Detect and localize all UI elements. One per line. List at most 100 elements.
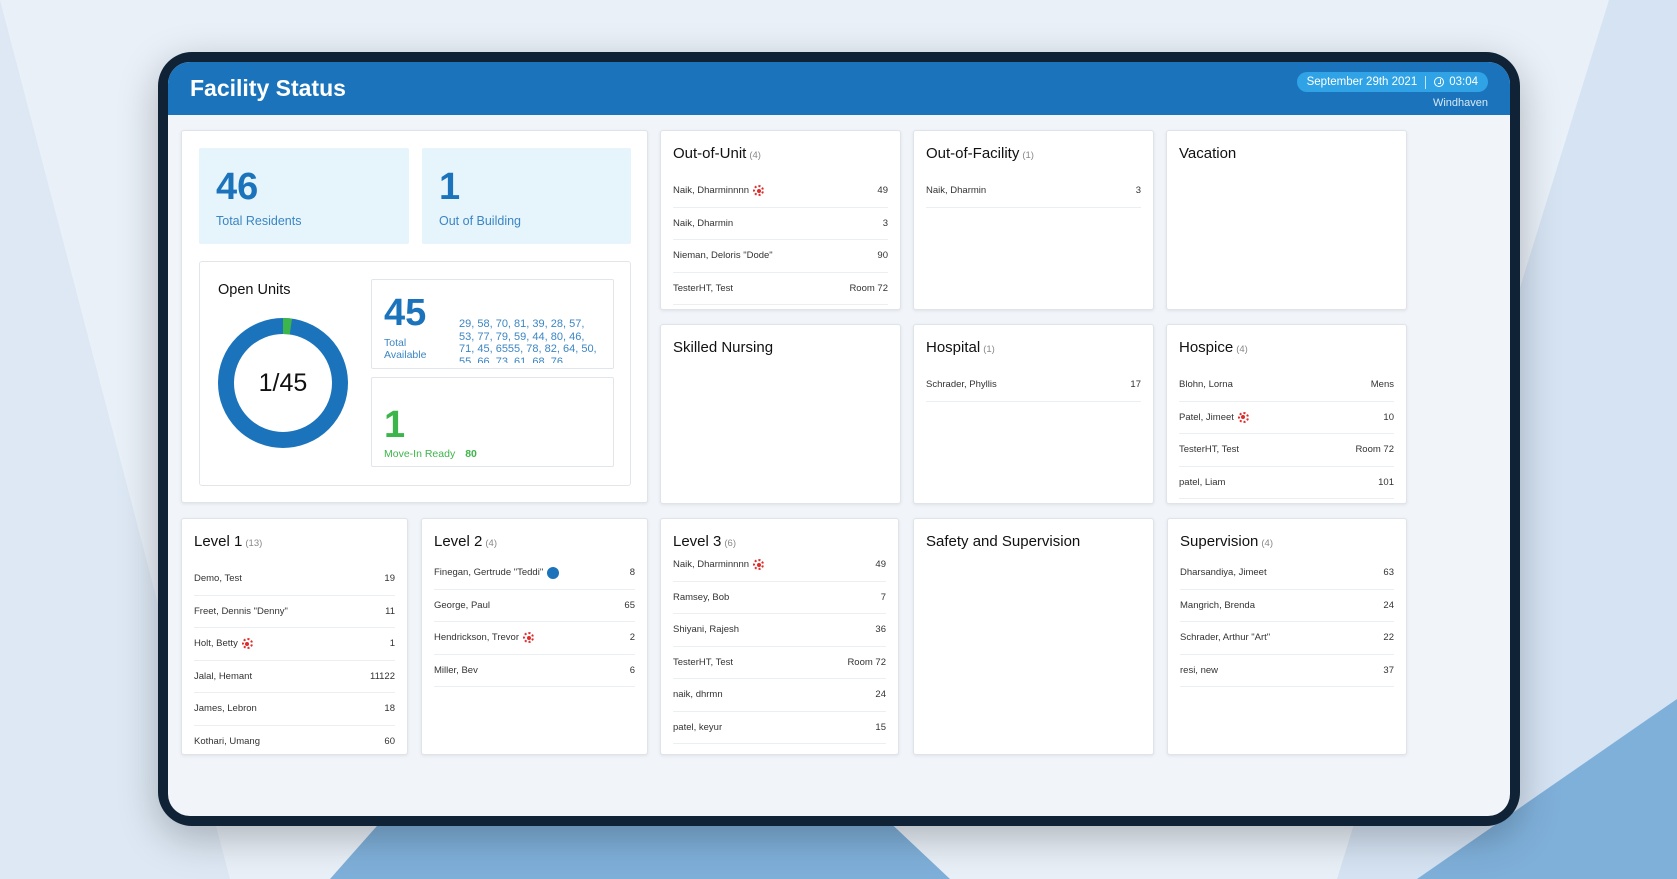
resident-name: Holt, Betty <box>194 638 253 650</box>
resident-row[interactable]: TesterHT, Test Room 72 <box>673 273 888 305</box>
resident-row[interactable]: Naik, Dharmin 3 <box>926 175 1141 208</box>
card-title-text: Out-of-Facility <box>926 145 1020 162</box>
resident-row[interactable]: Schrader, Phyllis 17 <box>926 369 1141 402</box>
total-available-box[interactable]: 45 Total Available 29, 58, 70, 81, 39, 2… <box>371 279 614 369</box>
card-title: Hospice (4) <box>1179 339 1248 356</box>
resident-unit: 24 <box>1383 599 1394 611</box>
resident-name-text: Freet, Dennis "Denny" <box>194 605 288 617</box>
card-count: (1) <box>1022 150 1034 161</box>
resident-row[interactable]: George, Paul 65 <box>434 590 635 622</box>
resident-row[interactable]: Miller, Bev 6 <box>434 655 635 687</box>
resident-row[interactable]: naik, dhrmn 24 <box>673 679 886 712</box>
resident-name-text: Dharsandiya, Jimeet <box>1180 567 1267 579</box>
resident-row[interactable]: Demo, Test 19 <box>194 563 395 596</box>
resident-row[interactable]: Freet, Dennis "Denny" 11 <box>194 596 395 628</box>
resident-name: Naik, Dharminnnn <box>673 185 765 197</box>
resident-list: Dharsandiya, Jimeet 63 Mangrich, Brenda 24 S… <box>1180 557 1394 687</box>
move-in-ready-value: 1 <box>384 404 406 446</box>
resident-unit: 24 <box>875 689 886 701</box>
move-in-ready-text: Move-In Ready <box>384 448 456 460</box>
resident-row[interactable]: Patel, Jimeet 10 <box>1179 402 1394 434</box>
resident-name: Naik, Dharmin <box>673 218 733 229</box>
resident-unit: 101 <box>1378 476 1394 488</box>
card-title: Safety and Supervision <box>926 533 1080 550</box>
out-of-building-box[interactable]: 1 Out of Building <box>422 148 631 244</box>
resident-row[interactable]: Finegan, Gertrude "Teddi" 8 <box>434 557 635 590</box>
resident-unit: Room 72 <box>1355 444 1394 456</box>
card-title: Level 1 (13) <box>194 533 262 550</box>
resident-row[interactable]: Shiyani, Rajesh 36 <box>673 614 886 647</box>
resident-unit: 22 <box>1383 632 1394 644</box>
resident-name-text: Shiyani, Rajesh <box>673 624 740 636</box>
resident-row[interactable]: Holt, Betty 1 <box>194 628 395 661</box>
resident-row[interactable]: Jalal, Hemant 11122 <box>194 661 395 693</box>
resident-row[interactable]: TesterHT, Test Room 72 <box>673 647 886 679</box>
resident-name-text: Kothari, Umang <box>194 735 261 747</box>
open-units-panel: Open Units 1/45 45 Total Available 29, 5… <box>199 261 631 486</box>
resident-unit: 10 <box>1383 411 1394 423</box>
resident-list: Naik, Dharminnnn 49 Ramsey, Bob 7 Shiyani, R… <box>673 549 886 744</box>
resident-list: Naik, Dharminnnn 49 Naik, Dharmin 3 Nieman, … <box>673 175 888 305</box>
resident-name: TesterHT, Test <box>673 657 733 668</box>
total-residents-value: 46 <box>216 166 259 208</box>
virus-icon <box>523 632 535 644</box>
resident-unit: 11122 <box>369 670 395 682</box>
resident-name-text: Nieman, Deloris "Dode" <box>673 250 773 262</box>
card-hospice: Hospice (4) Blohn, Lorna Mens Patel, Jimeet 1… <box>1166 324 1407 504</box>
resident-unit: 1 <box>389 638 395 650</box>
resident-name: Demo, Test <box>194 573 242 584</box>
virus-icon <box>1237 411 1249 423</box>
resident-row[interactable]: Kothari, Umang 60 <box>194 726 395 755</box>
resident-unit: Room 72 <box>847 656 886 668</box>
resident-name-text: patel, Liam <box>1179 476 1226 488</box>
resident-name-text: Naik, Dharminnnn <box>673 559 750 571</box>
resident-unit: 63 <box>1383 567 1394 579</box>
resident-row[interactable]: Naik, Dharminnnn 49 <box>673 175 888 208</box>
total-available-value: 45 <box>384 292 427 334</box>
resident-row[interactable]: Nieman, Deloris "Dode" 90 <box>673 240 888 273</box>
resident-name-text: TesterHT, Test <box>673 282 734 294</box>
resident-list: Naik, Dharmin 3 <box>926 175 1141 208</box>
resident-row[interactable]: Mangrich, Brenda 24 <box>1180 590 1394 622</box>
resident-name: Miller, Bev <box>434 665 478 676</box>
clock-icon <box>1434 77 1445 87</box>
resident-name: Mangrich, Brenda <box>1180 600 1255 611</box>
resident-name: Finegan, Gertrude "Teddi" <box>434 566 560 579</box>
card-title: Skilled Nursing <box>673 339 773 356</box>
total-residents-box[interactable]: 46 Total Residents <box>199 148 409 244</box>
card-title-text: Skilled Nursing <box>673 339 774 356</box>
resident-unit: 2 <box>629 632 635 644</box>
resident-name: Schrader, Arthur "Art" <box>1180 632 1270 643</box>
resident-row[interactable]: patel, keyur 15 <box>673 712 886 744</box>
resident-row[interactable]: Naik, Dharmin 3 <box>673 208 888 240</box>
card-out-of-unit: Out-of-Unit (4) Naik, Dharminnnn 49 Naik, Dh… <box>660 130 901 310</box>
resident-row[interactable]: Blohn, Lorna Mens <box>1179 369 1394 402</box>
resident-row[interactable]: TesterHT, Test Room 72 <box>1179 434 1394 467</box>
card-safety: Safety and Supervision <box>913 518 1154 755</box>
resident-row[interactable]: James, Lebron 18 <box>194 693 395 726</box>
card-out-of-facility: Out-of-Facility (1) Naik, Dharmin 3 <box>913 130 1154 310</box>
resident-name-text: Schrader, Phyllis <box>926 379 997 391</box>
resident-name-text: Ramsey, Bob <box>673 591 730 603</box>
resident-unit: 17 <box>1130 379 1141 391</box>
resident-row[interactable]: Hendrickson, Trevor 2 <box>434 622 635 655</box>
card-supervision: Supervision (4) Dharsandiya, Jimeet 63 Mangr… <box>1167 518 1407 755</box>
total-available-label: Total Available <box>384 337 427 361</box>
resident-row[interactable]: Dharsandiya, Jimeet 63 <box>1180 557 1394 590</box>
resident-row[interactable]: patel, Liam 101 <box>1179 467 1394 499</box>
header-bar: Facility Status September 29th 2021 03:0… <box>168 62 1510 115</box>
resident-name: resi, new <box>1180 665 1218 676</box>
resident-name-text: resi, new <box>1180 664 1219 676</box>
resident-row[interactable]: Schrader, Arthur "Art" 22 <box>1180 622 1394 655</box>
resident-list: Demo, Test 19 Freet, Dennis "Denny" 11 Holt,… <box>194 563 395 755</box>
card-title-text: Hospice <box>1179 339 1234 356</box>
total-residents-label: Total Residents <box>216 214 302 228</box>
move-in-ready-unit: 80 <box>465 448 477 460</box>
resident-unit: 8 <box>629 567 635 579</box>
resident-row[interactable]: resi, new 37 <box>1180 655 1394 687</box>
resident-name: Freet, Dennis "Denny" <box>194 606 288 617</box>
resident-row[interactable]: Ramsey, Bob 7 <box>673 582 886 614</box>
card-title: Hospital (1) <box>926 339 995 356</box>
resident-row[interactable]: Naik, Dharminnnn 49 <box>673 549 886 582</box>
move-in-ready-box[interactable]: 1 Move-In Ready 80 <box>371 377 614 467</box>
